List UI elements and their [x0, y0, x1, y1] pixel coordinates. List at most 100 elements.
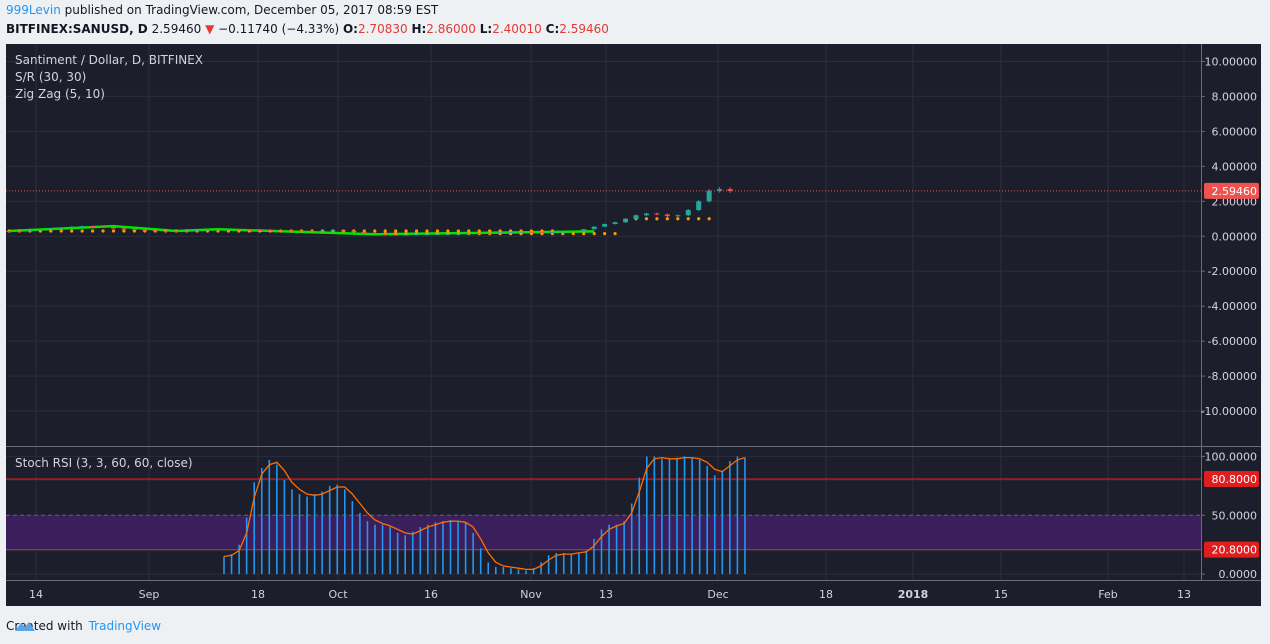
- candle-body: [194, 230, 200, 232]
- stoch-level-label: 80.8000: [1212, 473, 1258, 486]
- stoch-axis[interactable]: 100.0000 50.0000 0.0000 80.8000 20.8000: [1201, 450, 1259, 581]
- candle-body: [685, 210, 691, 216]
- stoch-tick-label: 50.0000: [1212, 509, 1258, 522]
- candle-body: [382, 233, 388, 235]
- candle-body: [633, 215, 639, 219]
- sr-dot: [394, 232, 398, 236]
- candle-body: [205, 229, 211, 231]
- sr-dot: [435, 229, 440, 233]
- price-tick-label: -8.00000: [1208, 370, 1257, 383]
- chart-title: Santiment / Dollar, D, BITFINEX: [15, 53, 203, 67]
- grid: [6, 44, 1201, 580]
- sr-dot: [467, 229, 471, 233]
- candle-body: [340, 230, 346, 232]
- symbol-label: BITFINEX:SANUSD, D: [6, 22, 148, 36]
- candle-body: [69, 226, 75, 228]
- candle-body: [487, 232, 493, 234]
- candle-body: [445, 233, 451, 235]
- time-tick-label: Dec: [707, 588, 728, 601]
- sr-dot: [101, 229, 105, 233]
- price-change: −0.11740 (−4.33%): [218, 22, 340, 36]
- high-value: 2.86000: [426, 22, 476, 36]
- sr-dot: [59, 229, 63, 233]
- sr-dot: [446, 229, 450, 233]
- candle-body: [48, 228, 54, 230]
- close-value: 2.59460: [559, 22, 609, 36]
- sr-dot: [477, 229, 481, 233]
- time-axis[interactable]: 14 Sep 18 Oct 16 Nov 13 Dec 18 2018 15 Feb 13: [29, 588, 1191, 601]
- sr-dot: [456, 229, 460, 233]
- price-tick-label: -4.00000: [1208, 300, 1257, 313]
- candle-body: [414, 234, 420, 236]
- price-tick-label: -6.00000: [1208, 335, 1257, 348]
- sr-dot: [571, 232, 575, 236]
- candle-body: [664, 214, 670, 217]
- candle-body: [163, 230, 169, 232]
- candle-body: [351, 231, 357, 233]
- time-tick-label: Feb: [1098, 588, 1117, 601]
- candle-body: [246, 229, 252, 231]
- sr-dot: [665, 217, 669, 221]
- candle-body: [424, 234, 430, 236]
- sr-dot: [550, 229, 555, 233]
- candle-body: [79, 226, 85, 228]
- sr-dot: [592, 232, 596, 236]
- sr-dot: [70, 229, 74, 233]
- candle-body: [225, 229, 231, 231]
- stoch-levels: [6, 478, 1201, 551]
- chart-svg[interactable]: 10.000008.000006.000004.000002.000000.00…: [6, 44, 1261, 606]
- candle-body: [455, 233, 461, 235]
- candle-body: [372, 232, 378, 234]
- close-label: C:: [545, 22, 560, 36]
- candle-body: [727, 189, 733, 191]
- time-tick-label: 18: [819, 588, 833, 601]
- candle-body: [299, 230, 305, 232]
- sr-dot: [498, 229, 502, 233]
- time-tick-label: 13: [599, 588, 613, 601]
- candle-body: [654, 213, 660, 215]
- author-link[interactable]: 999Levin: [6, 3, 61, 17]
- ohlc-bar: BITFINEX:SANUSD, D 2.59460 ▼ −0.11740 (−…: [6, 22, 609, 36]
- candle-body: [539, 231, 545, 233]
- candle-body: [58, 227, 64, 229]
- sr-dot: [613, 232, 617, 236]
- time-tick-label: 18: [251, 588, 265, 601]
- time-tick-label: 14: [29, 588, 43, 601]
- low-value: 2.40010: [492, 22, 542, 36]
- sr-indicator-label: S/R (30, 30): [15, 70, 86, 84]
- sr-dot: [655, 217, 659, 221]
- price-tick-label: 6.00000: [1212, 125, 1258, 138]
- sr-dot: [394, 229, 398, 233]
- sr-dot: [122, 229, 126, 233]
- candle-body: [560, 231, 566, 233]
- candle-body: [518, 231, 524, 233]
- tradingview-link[interactable]: TradingView: [88, 619, 162, 633]
- sr-dot: [91, 229, 95, 233]
- time-tick-label: 15: [994, 588, 1008, 601]
- down-arrow-icon: ▼: [205, 22, 215, 36]
- price-tick-label: -2.00000: [1208, 265, 1257, 278]
- sr-dot: [362, 229, 366, 233]
- chart-area[interactable]: 10.00000 8.00000 6.00000 4.00000 2.00000 0.00…: [6, 44, 1261, 606]
- time-tick-label: Oct: [328, 588, 348, 601]
- candle-body: [403, 234, 409, 236]
- candle-body: [16, 230, 22, 232]
- sr-dot: [540, 229, 544, 233]
- candle-body: [27, 230, 33, 232]
- candle-body: [152, 230, 158, 232]
- sr-dot: [697, 217, 701, 221]
- price-pane: [6, 187, 1261, 581]
- candle-body: [215, 229, 221, 231]
- candle-body: [717, 189, 723, 191]
- price-axis[interactable]: 10.000008.000006.000004.000002.000000.00…: [1201, 55, 1259, 418]
- candle-body: [37, 229, 43, 231]
- candle-body: [570, 231, 576, 233]
- sr-dot: [111, 229, 116, 233]
- candle-body: [320, 230, 325, 232]
- candle-body: [131, 229, 137, 231]
- sr-dot: [383, 229, 387, 233]
- open-value: 2.70830: [357, 22, 408, 36]
- candle-body: [111, 227, 116, 229]
- candle-body: [675, 215, 681, 217]
- sr-dot: [404, 232, 408, 236]
